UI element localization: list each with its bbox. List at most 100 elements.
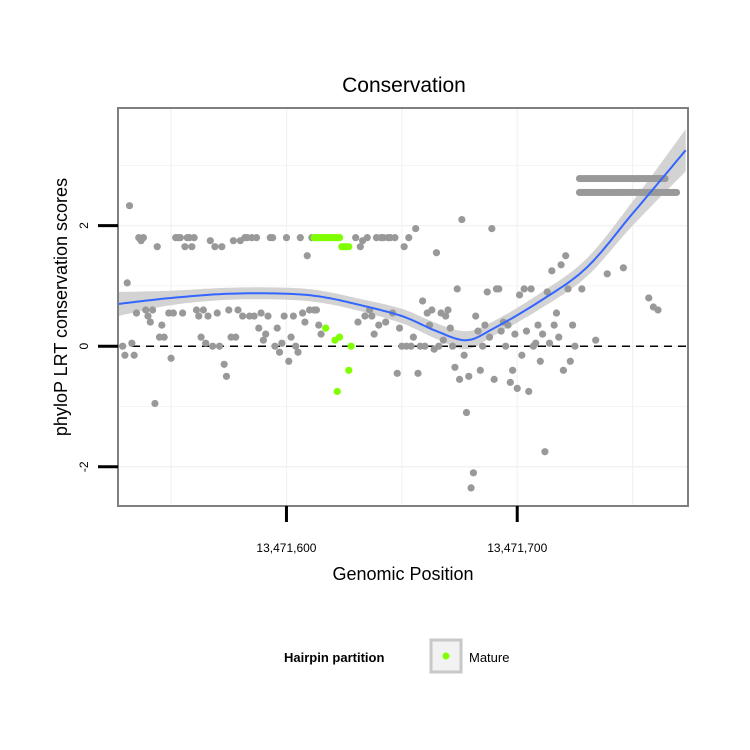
data-point xyxy=(220,360,228,368)
data-point xyxy=(532,339,540,347)
data-point xyxy=(442,312,450,320)
data-point xyxy=(541,448,549,456)
data-point xyxy=(536,357,544,365)
data-point xyxy=(439,336,447,344)
data-point xyxy=(562,252,570,260)
legend: Hairpin partition Mature xyxy=(284,638,509,674)
data-point xyxy=(412,225,420,233)
y-axis-label: phyloP LRT conservation scores xyxy=(51,178,71,436)
data-point xyxy=(278,339,286,347)
data-point xyxy=(497,327,505,335)
data-point xyxy=(409,333,417,341)
data-point xyxy=(400,243,408,251)
data-point xyxy=(232,333,240,341)
data-point xyxy=(213,309,221,317)
points-other xyxy=(119,174,681,492)
data-point xyxy=(123,279,131,287)
data-point xyxy=(257,309,265,317)
data-point xyxy=(619,264,627,272)
legend-mature-label: Mature xyxy=(469,650,509,665)
data-point xyxy=(571,342,579,350)
data-point xyxy=(197,333,205,341)
data-point-mature xyxy=(345,243,353,251)
data-point xyxy=(211,243,219,251)
data-point xyxy=(239,312,247,320)
data-point xyxy=(543,288,551,296)
data-point xyxy=(432,249,441,257)
y-axis-ticks: -2 0 2 xyxy=(77,222,118,472)
data-point xyxy=(119,342,127,350)
data-point xyxy=(509,366,517,374)
data-point xyxy=(153,243,161,251)
legend-mature-swatch xyxy=(442,652,450,660)
data-point xyxy=(280,312,288,320)
chart-title: Conservation xyxy=(342,74,466,97)
data-point xyxy=(534,321,542,329)
data-point xyxy=(458,215,466,224)
data-point xyxy=(672,188,681,197)
plot-panel-background xyxy=(118,108,688,506)
data-point xyxy=(476,366,484,374)
data-point xyxy=(451,363,459,371)
points-mature xyxy=(310,234,355,396)
data-point xyxy=(414,369,422,377)
data-point xyxy=(142,306,150,314)
data-point xyxy=(282,234,291,242)
data-point xyxy=(128,339,136,347)
data-point xyxy=(234,306,242,314)
data-point xyxy=(490,375,498,383)
data-point xyxy=(179,309,187,317)
data-point xyxy=(545,339,554,347)
data-point xyxy=(592,336,600,344)
data-point xyxy=(569,321,577,329)
data-point-mature xyxy=(335,333,344,341)
data-point-mature xyxy=(345,366,353,374)
y-tick-label: -2 xyxy=(77,461,91,472)
data-point xyxy=(513,384,521,393)
data-point xyxy=(368,312,376,320)
data-point xyxy=(275,348,284,356)
data-point xyxy=(449,342,457,350)
data-point xyxy=(645,294,653,302)
data-point xyxy=(287,333,295,341)
data-point xyxy=(527,285,535,293)
data-point xyxy=(564,285,572,293)
plot-panel-border xyxy=(117,107,689,507)
data-point xyxy=(125,202,134,210)
data-point xyxy=(303,252,311,260)
data-point xyxy=(559,366,567,374)
loess-smooth-line xyxy=(117,149,687,342)
data-point xyxy=(485,333,494,341)
data-point xyxy=(555,333,563,341)
data-point xyxy=(472,312,480,320)
x-tick-label: 13,471,700 xyxy=(487,541,547,555)
data-point-mature xyxy=(333,387,341,396)
data-point-mature xyxy=(347,342,355,350)
data-point xyxy=(352,234,360,242)
data-point xyxy=(465,372,473,380)
data-point xyxy=(444,306,452,314)
data-point xyxy=(518,351,526,359)
data-point xyxy=(273,324,281,332)
data-point xyxy=(146,318,154,326)
data-point xyxy=(259,336,267,344)
data-point xyxy=(435,342,443,350)
data-point xyxy=(271,342,279,350)
data-point xyxy=(252,234,261,242)
data-point xyxy=(405,234,413,242)
data-point xyxy=(515,291,524,299)
x-axis-label: Genomic Position xyxy=(332,564,473,584)
data-point xyxy=(354,318,362,326)
data-point xyxy=(130,351,138,359)
data-point xyxy=(525,387,533,396)
data-point xyxy=(167,354,175,362)
data-point xyxy=(361,312,369,320)
data-point xyxy=(654,306,662,314)
data-point xyxy=(453,285,461,293)
data-point xyxy=(262,330,270,338)
data-point xyxy=(317,330,325,338)
data-point xyxy=(151,399,159,408)
data-point xyxy=(502,342,510,350)
data-point xyxy=(206,237,214,245)
data-point xyxy=(158,321,166,329)
